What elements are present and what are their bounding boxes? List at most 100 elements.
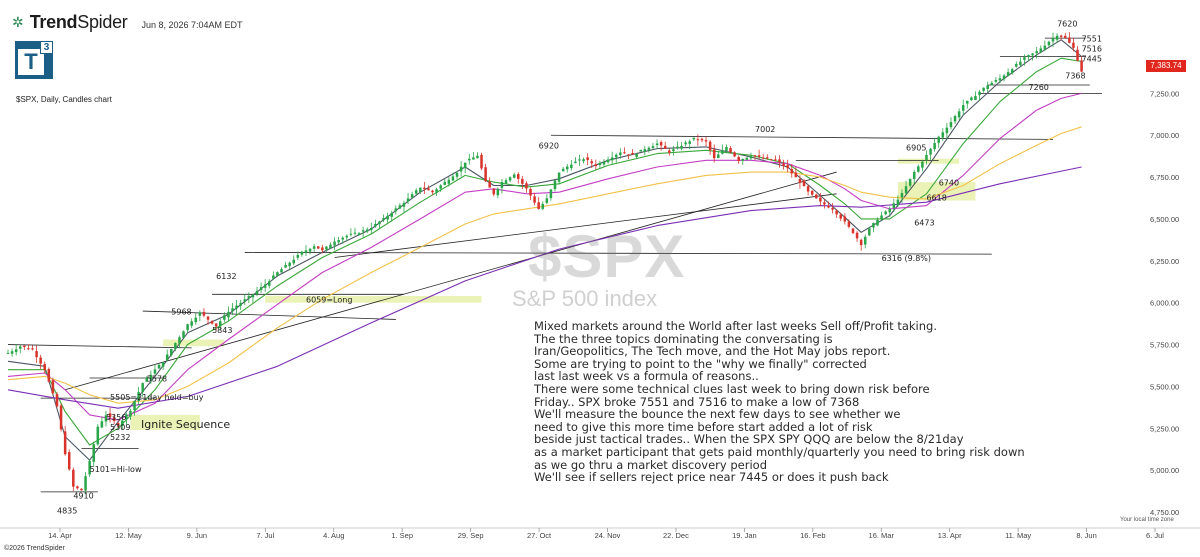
brand: ✲ TrendSpider Jun 8, 2026 7:04AM EDT <box>12 12 243 33</box>
candle-body <box>1039 48 1043 52</box>
level-annotation: 5505=21day held=buy <box>110 393 204 402</box>
y-tick-label: 5,750.00 <box>1150 341 1179 350</box>
candle-body <box>721 150 724 154</box>
candle-body <box>63 431 67 455</box>
candle-body <box>104 415 108 422</box>
candle-body <box>504 180 508 184</box>
y-tick-label: 6,750.00 <box>1150 173 1179 182</box>
candle-body <box>970 97 973 101</box>
candle-body <box>1047 41 1051 46</box>
candle-body <box>174 342 177 350</box>
candle-body <box>635 154 638 157</box>
candles <box>6 32 1083 495</box>
candle-body <box>239 302 242 306</box>
candle-body <box>43 364 47 371</box>
candle-body <box>880 215 883 219</box>
commentary-line: Iran/Geopolitics, The Tech move, and the… <box>534 344 891 359</box>
commentary-line: need to give this more time before start… <box>534 419 873 434</box>
candle-body <box>990 82 994 86</box>
level-annotation: 7002 <box>755 125 775 134</box>
candle-body <box>27 348 30 350</box>
commentary-line: We'll measure the bounce the next few da… <box>534 407 901 422</box>
candle-body <box>639 149 642 152</box>
candle-body <box>14 349 18 353</box>
candle-body <box>733 152 736 157</box>
candle-body <box>819 197 822 202</box>
candle-body <box>1002 75 1006 80</box>
candle-body <box>194 317 198 323</box>
candle-body <box>631 152 634 155</box>
highlight-zone <box>897 158 960 164</box>
candle-body <box>210 320 214 324</box>
level-annotation: 5578 <box>147 374 167 383</box>
candle-body <box>223 315 226 320</box>
candle-body <box>586 157 589 161</box>
ignite-sequence-label: Ignite Sequence <box>141 418 231 431</box>
x-tick-label: 19. Jan <box>732 531 757 540</box>
candle-body <box>659 142 663 146</box>
candle-body <box>459 166 463 172</box>
candle-body <box>802 180 806 187</box>
x-tick-label: 4. Aug <box>323 531 344 540</box>
candle-body <box>712 149 716 159</box>
candle-body <box>672 149 675 152</box>
y-axis: 7,250.00 7,000.00 6,750.00 6,500.00 6,250.00… <box>1150 89 1179 517</box>
x-tick-label: 14. Apr <box>48 531 72 540</box>
candle-body <box>308 248 312 252</box>
candle-body <box>280 269 283 273</box>
candle-body <box>325 246 328 250</box>
candle-body <box>557 172 561 182</box>
candle-body <box>1051 38 1055 42</box>
candle-body <box>900 192 904 198</box>
candle-body <box>1019 61 1022 65</box>
candle-body <box>549 189 553 199</box>
commentary-line: There were some technical clues last wee… <box>534 381 930 396</box>
candle-body <box>753 155 757 157</box>
candle-body <box>23 345 26 348</box>
candle-body <box>133 401 136 411</box>
candle-body <box>312 246 316 249</box>
candle-body <box>529 188 532 196</box>
candle-body <box>178 337 181 344</box>
x-tick-label: 29. Sep <box>458 531 484 540</box>
moving-average-line <box>7 92 1082 421</box>
y-tick-label: 6,000.00 <box>1150 299 1179 308</box>
candle-body <box>957 111 961 118</box>
candle-body <box>125 414 128 420</box>
candle-body <box>749 156 753 159</box>
local-time-zone[interactable]: Your local time zone <box>1120 517 1174 523</box>
candle-body <box>170 349 173 356</box>
candle-body <box>447 179 451 184</box>
candle-body <box>345 235 349 238</box>
candle-body <box>500 182 504 188</box>
candle-body <box>1072 42 1075 48</box>
candle-body <box>406 198 410 202</box>
candle-body <box>145 377 149 382</box>
candle-body <box>704 140 708 142</box>
candle-body <box>610 157 614 161</box>
candle-body <box>770 159 773 161</box>
candle-body <box>296 254 300 258</box>
candle-body <box>206 316 210 320</box>
candle-body <box>121 420 124 426</box>
candle-body <box>590 161 594 164</box>
candle-body <box>545 198 549 203</box>
candle-body <box>361 230 365 232</box>
candle-body <box>316 246 320 249</box>
t3-logo-sup: 3 <box>40 41 53 54</box>
candle-body <box>1006 72 1010 76</box>
candle-body <box>725 147 728 151</box>
candle-body <box>116 423 120 426</box>
candle-body <box>643 149 647 152</box>
level-annotation: 6473 <box>914 219 934 228</box>
candle-body <box>259 287 263 291</box>
level-line <box>550 134 1054 140</box>
x-tick-label: 6. Jul <box>1146 531 1164 540</box>
candle-body <box>794 172 798 178</box>
candle-body <box>1068 37 1071 43</box>
candle-body <box>676 146 679 149</box>
candle-body <box>263 284 267 288</box>
x-tick-label: 11. May <box>1005 531 1031 540</box>
